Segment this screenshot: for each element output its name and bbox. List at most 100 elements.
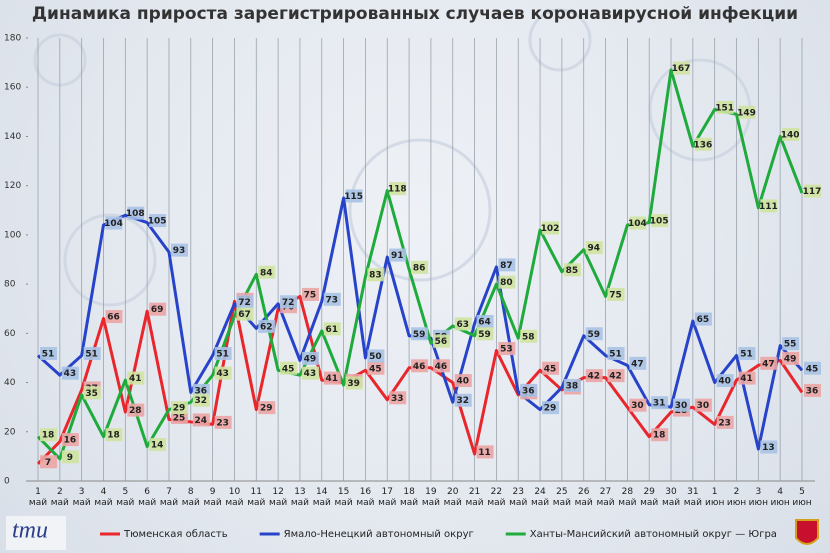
- x-tick-label: 12 май: [269, 487, 288, 508]
- data-label-box: [40, 428, 57, 442]
- data-label-box: [476, 314, 494, 328]
- data-label-text: 72: [238, 298, 251, 308]
- data-label-box: [563, 263, 581, 277]
- data-label-box: [170, 243, 188, 257]
- data-label-text: 63: [456, 320, 469, 330]
- data-label-text: 136: [693, 140, 712, 150]
- data-label-box: [651, 396, 669, 410]
- data-label-box: [760, 199, 778, 213]
- data-label-box: [542, 401, 560, 415]
- data-label-text: 47: [631, 359, 644, 369]
- data-label: 43: [61, 366, 79, 380]
- data-label-text: 51: [42, 349, 55, 359]
- data-label: 62: [258, 319, 276, 333]
- x-tick-label: 19 май: [421, 487, 440, 508]
- data-label: 41: [323, 371, 341, 385]
- data-label-box: [301, 366, 319, 380]
- data-label-box: [192, 413, 210, 427]
- data-label-text: 66: [107, 313, 120, 323]
- data-label: 104: [628, 216, 647, 230]
- data-label: 40: [454, 374, 472, 388]
- data-label: 42: [607, 369, 625, 383]
- data-label-text: 33: [391, 394, 404, 404]
- data-label-text: 140: [781, 130, 800, 140]
- x-tick-label: 20 май: [443, 487, 462, 508]
- data-label-text: 28: [129, 406, 142, 416]
- data-label-box: [323, 322, 341, 336]
- data-label-box: [367, 361, 385, 375]
- legend-label: Тюменская область: [123, 529, 228, 540]
- data-label-box: [651, 214, 669, 228]
- data-label: 69: [149, 302, 167, 316]
- data-label-box: [694, 398, 712, 412]
- data-label: 51: [607, 346, 625, 360]
- data-label-box: [323, 292, 341, 306]
- data-label-box: [40, 346, 57, 360]
- data-label-box: [673, 398, 691, 412]
- data-label-text: 11: [478, 448, 491, 458]
- data-label-text: 93: [173, 246, 186, 256]
- data-label: 50: [367, 349, 385, 363]
- y-tick-label: 20: [4, 427, 16, 437]
- data-label-box: [782, 351, 800, 365]
- data-label-text: 42: [609, 372, 622, 382]
- data-label: 87: [498, 258, 516, 272]
- data-label-text: 32: [195, 396, 208, 406]
- data-label-box: [301, 351, 319, 365]
- data-label: 53: [498, 342, 516, 356]
- data-label: 86: [411, 260, 429, 274]
- data-label: 51: [214, 346, 232, 360]
- data-label-box: [498, 342, 516, 356]
- x-tick-label: 1 май: [28, 487, 48, 508]
- data-label: 151: [715, 100, 734, 114]
- data-label-text: 30: [697, 401, 710, 411]
- data-label: 32: [192, 393, 210, 407]
- data-label: 41: [127, 371, 145, 385]
- data-label-box: [127, 206, 145, 220]
- data-label: 56: [432, 334, 450, 348]
- x-tick-label: 4 май: [94, 487, 113, 508]
- x-tick-label: 18 май: [400, 487, 419, 508]
- data-label-box: [258, 265, 276, 279]
- data-label-text: 13: [762, 443, 775, 453]
- data-label-box: [192, 393, 210, 407]
- data-label: 47: [629, 356, 647, 370]
- data-label: 49: [782, 351, 800, 365]
- data-label: 85: [563, 263, 581, 277]
- x-tick-label: 17 май: [378, 487, 397, 508]
- data-label-box: [214, 346, 232, 360]
- data-label-text: 83: [369, 271, 382, 281]
- data-label: 167: [672, 61, 690, 75]
- data-label-box: [411, 260, 429, 274]
- data-label: 73: [323, 292, 341, 306]
- x-tick-label: 11 май: [247, 487, 266, 508]
- data-label-text: 40: [718, 377, 731, 387]
- data-label: 45: [280, 361, 298, 375]
- data-label-text: 7: [45, 458, 51, 468]
- y-tick-label: 180: [4, 34, 21, 44]
- data-label: 30: [629, 398, 647, 412]
- data-label-text: 55: [784, 340, 797, 350]
- data-label: 91: [389, 248, 407, 262]
- data-label-box: [738, 346, 756, 360]
- x-tick-label: 1 июн: [705, 487, 725, 508]
- x-tick-label: 27 май: [596, 487, 615, 508]
- data-label-text: 29: [173, 404, 186, 414]
- data-label-box: [804, 383, 821, 397]
- data-label-text: 23: [718, 418, 731, 428]
- data-label-text: 38: [566, 381, 579, 391]
- data-label: 30: [694, 398, 712, 412]
- data-label-box: [61, 433, 79, 447]
- data-label: 105: [148, 214, 167, 228]
- data-label-box: [498, 258, 516, 272]
- data-label-text: 51: [740, 349, 753, 359]
- data-label-box: [280, 361, 298, 375]
- data-label: 45: [367, 361, 385, 375]
- data-label: 94: [585, 241, 603, 255]
- data-label-box: [804, 184, 821, 198]
- data-label-text: 29: [544, 404, 557, 414]
- data-label-box: [214, 366, 232, 380]
- data-label-text: 72: [282, 298, 295, 308]
- data-label-text: 45: [806, 364, 819, 374]
